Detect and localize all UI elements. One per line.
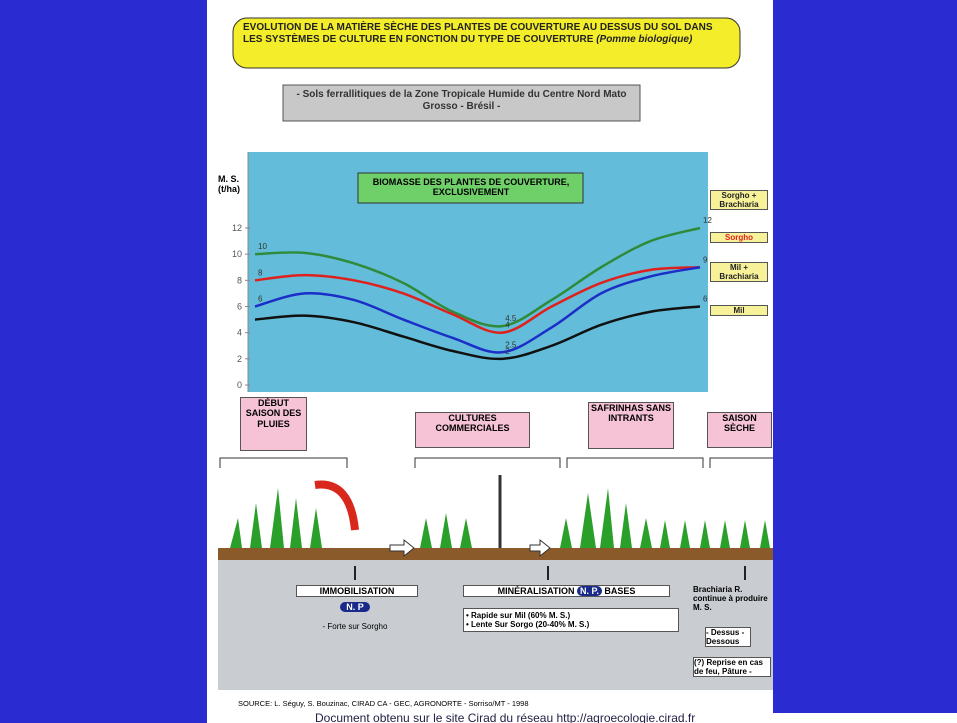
flow-arrows — [389, 538, 551, 558]
subtitle-box — [282, 84, 641, 122]
legend-entry: Mil + Brachiaria — [710, 262, 768, 283]
value-label: 6 — [258, 295, 263, 304]
y-tick-label: 10 — [232, 249, 242, 259]
caption: Document obtenu sur le site Cirad du rés… — [315, 713, 696, 723]
chart-title-box — [357, 172, 584, 204]
y-tick-label: 0 — [237, 380, 242, 390]
value-label: 6 — [703, 295, 708, 304]
value-label: 2.5 — [505, 340, 517, 349]
y-tick-label: 4 — [237, 328, 242, 338]
legend-entry: Sorgho + Brachiaria — [710, 190, 768, 211]
y-tick-label: 6 — [237, 302, 242, 312]
legend-entry: Sorgho — [710, 232, 768, 244]
bullet: • Rapide sur Mil (60% M. S.) — [466, 611, 571, 620]
value-label: 8 — [258, 268, 263, 277]
phase: DÉBUT SAISON DES PLUIES — [240, 397, 307, 451]
ground — [218, 548, 773, 560]
series-line — [254, 266, 701, 354]
value-label: 4 — [505, 321, 510, 330]
series-line — [254, 305, 701, 361]
legend-entry: Mil — [710, 305, 768, 317]
series-line — [254, 266, 701, 334]
process-note: - Forte sur Sorgho — [322, 622, 388, 631]
chart-title: BIOMASSE DES PLANTES DE COUVERTURE, EXCL… — [372, 177, 570, 198]
title: EVOLUTION DE LA MATIÈRE SÈCHE DES PLANTE… — [243, 22, 733, 45]
value-label: 12 — [703, 216, 712, 225]
process-note: (?) Reprise en cas de feu, Pâture - — [693, 657, 771, 678]
plants — [230, 488, 770, 548]
process-note: - Dessus - Dessous — [705, 627, 751, 648]
value-label: 10 — [258, 242, 267, 251]
y-tick-label: 8 — [237, 275, 242, 285]
arrow — [314, 480, 359, 531]
value-label: 4.5 — [505, 314, 517, 323]
title-text: EVOLUTION DE LA MATIÈRE SÈCHE DES PLANTE… — [243, 22, 713, 45]
process-text: BASES — [604, 586, 636, 596]
value-label: 9 — [703, 255, 708, 264]
phase: CULTURES COMMERCIALES — [415, 412, 530, 448]
up-arrows — [354, 566, 746, 580]
process-text: MINÉRALISATION — [497, 586, 575, 596]
series-line — [254, 226, 701, 328]
value-label: 2 — [505, 347, 510, 356]
np-pill: N. P — [340, 602, 370, 613]
subtitle: - Sols ferrallitiques de la Zone Tropica… — [296, 89, 627, 112]
bullet-box: • Rapide sur Mil (60% M. S.) • Lente Sur … — [463, 608, 679, 633]
phase: SAFRINHAS SANS INTRANTS — [588, 402, 674, 449]
np-pill: N. P. — [576, 586, 602, 596]
process-note: Brachiaria R. continue à produire M. S. — [693, 585, 768, 613]
phase: SAISON SÈCHE — [707, 412, 772, 448]
process-label: IMMOBILISATION — [296, 585, 418, 598]
brackets — [219, 457, 773, 468]
y-tick-label: 2 — [237, 354, 242, 364]
y-label: M. S. (t/ha) — [218, 174, 240, 195]
bullet: • Lente Sur Sorgo (20-40% M. S.) — [466, 620, 590, 630]
process-label: MINÉRALISATION N. P. BASES — [463, 585, 670, 598]
title-box — [232, 17, 741, 69]
y-tick-label: 12 — [232, 223, 242, 233]
title-note: (Pomme biologique) — [596, 33, 693, 45]
caption-strip — [207, 713, 957, 723]
source: SOURCE: L. Séguy, S. Bouzinac, CIRAD CA … — [238, 699, 529, 708]
